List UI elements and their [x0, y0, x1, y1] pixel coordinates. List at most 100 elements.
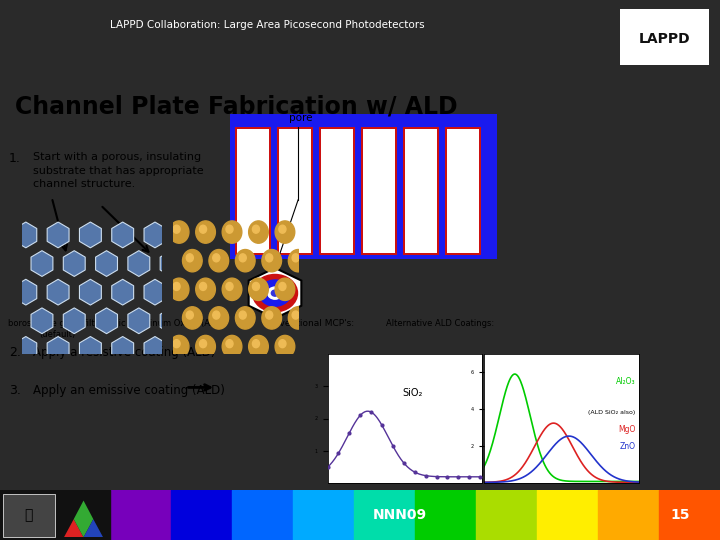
Circle shape [275, 335, 294, 357]
Circle shape [182, 307, 202, 329]
Text: 15: 15 [670, 508, 690, 522]
Circle shape [279, 225, 286, 233]
Circle shape [271, 290, 279, 296]
Circle shape [182, 249, 202, 272]
Circle shape [268, 287, 282, 299]
Text: SiO₂: SiO₂ [402, 388, 423, 397]
Circle shape [222, 335, 242, 357]
Polygon shape [64, 519, 84, 537]
Bar [276, 127, 313, 255]
Text: MgO: MgO [618, 425, 636, 434]
Text: 🎓: 🎓 [24, 508, 33, 522]
Text: Anodic Aluminum Oxide (AAO): Anodic Aluminum Oxide (AAO) [97, 319, 225, 328]
Circle shape [226, 225, 233, 233]
Point [333, 449, 344, 457]
Text: Al₂O₃: Al₂O₃ [616, 377, 636, 386]
Circle shape [266, 254, 273, 262]
Circle shape [239, 254, 246, 262]
Bar [363, 129, 395, 253]
Circle shape [235, 307, 255, 329]
Circle shape [196, 278, 215, 300]
Circle shape [253, 340, 259, 348]
Circle shape [253, 225, 259, 233]
Bar [235, 127, 271, 255]
Point [409, 468, 420, 476]
Text: Start with a porous, insulating
substrate that has appropriate
channel structure: Start with a porous, insulating substrat… [33, 152, 204, 189]
Text: NNN09: NNN09 [373, 508, 427, 522]
Text: LAPPD Collaboration: Large Area Picosecond Photodetectors: LAPPD Collaboration: Large Area Picoseco… [110, 20, 425, 30]
Text: 1.: 1. [9, 152, 21, 165]
Text: ZnO: ZnO [619, 442, 636, 451]
Circle shape [186, 254, 194, 262]
Circle shape [288, 249, 308, 272]
Circle shape [199, 282, 207, 291]
Text: Alternative ALD Coatings:: Alternative ALD Coatings: [387, 319, 495, 328]
Text: 2.: 2. [9, 346, 21, 359]
Point [464, 472, 475, 481]
Text: pore: pore [289, 113, 312, 123]
Bar [445, 127, 481, 255]
Point [343, 428, 355, 437]
Point [366, 408, 377, 416]
Circle shape [248, 221, 269, 243]
Circle shape [212, 311, 220, 319]
Text: (ALD SiO₂ also): (ALD SiO₂ also) [588, 410, 636, 415]
Point [398, 458, 410, 467]
Circle shape [253, 274, 297, 312]
Circle shape [288, 307, 308, 329]
Circle shape [169, 335, 189, 357]
Bar [238, 129, 269, 253]
Text: Apply an emissive coating (ALD): Apply an emissive coating (ALD) [33, 384, 225, 397]
Circle shape [199, 340, 207, 348]
Circle shape [209, 307, 229, 329]
Bar [279, 129, 311, 253]
Point [431, 472, 442, 481]
Circle shape [275, 278, 294, 300]
Circle shape [259, 280, 291, 306]
Circle shape [235, 249, 255, 272]
Circle shape [279, 340, 286, 348]
Text: Conventional MCP's:: Conventional MCP's: [261, 319, 354, 328]
Circle shape [173, 340, 180, 348]
Circle shape [248, 278, 269, 300]
Bar [321, 129, 353, 253]
Text: Apply a resistive coating (ALD): Apply a resistive coating (ALD) [33, 346, 216, 359]
Circle shape [239, 311, 246, 319]
Circle shape [173, 282, 180, 291]
Circle shape [222, 221, 242, 243]
Circle shape [279, 282, 286, 291]
Polygon shape [73, 501, 94, 537]
Text: LAPPD: LAPPD [639, 32, 690, 46]
Circle shape [266, 311, 273, 319]
Circle shape [199, 225, 207, 233]
Circle shape [169, 278, 189, 300]
Circle shape [262, 307, 282, 329]
Bar [405, 129, 437, 253]
Bar [447, 129, 479, 253]
Circle shape [222, 278, 242, 300]
Circle shape [209, 249, 229, 272]
Polygon shape [84, 519, 103, 537]
Point [354, 411, 366, 420]
Bar [361, 127, 397, 255]
Text: 3.: 3. [9, 384, 21, 397]
Bar [402, 127, 439, 255]
Point [420, 471, 431, 480]
Circle shape [196, 335, 215, 357]
Bar [319, 127, 355, 255]
Circle shape [186, 311, 194, 319]
Point [387, 442, 399, 450]
Circle shape [212, 254, 220, 262]
Point [322, 463, 333, 471]
Point [453, 472, 464, 481]
Bar [619, 9, 708, 65]
Circle shape [253, 282, 259, 291]
Circle shape [262, 249, 282, 272]
Text: Channel Plate Fabrication w/ ALD: Channel Plate Fabrication w/ ALD [15, 94, 458, 119]
Circle shape [196, 221, 215, 243]
Circle shape [169, 221, 189, 243]
Point [441, 472, 453, 481]
Point [474, 472, 486, 481]
Bar [230, 114, 497, 259]
Circle shape [292, 311, 300, 319]
